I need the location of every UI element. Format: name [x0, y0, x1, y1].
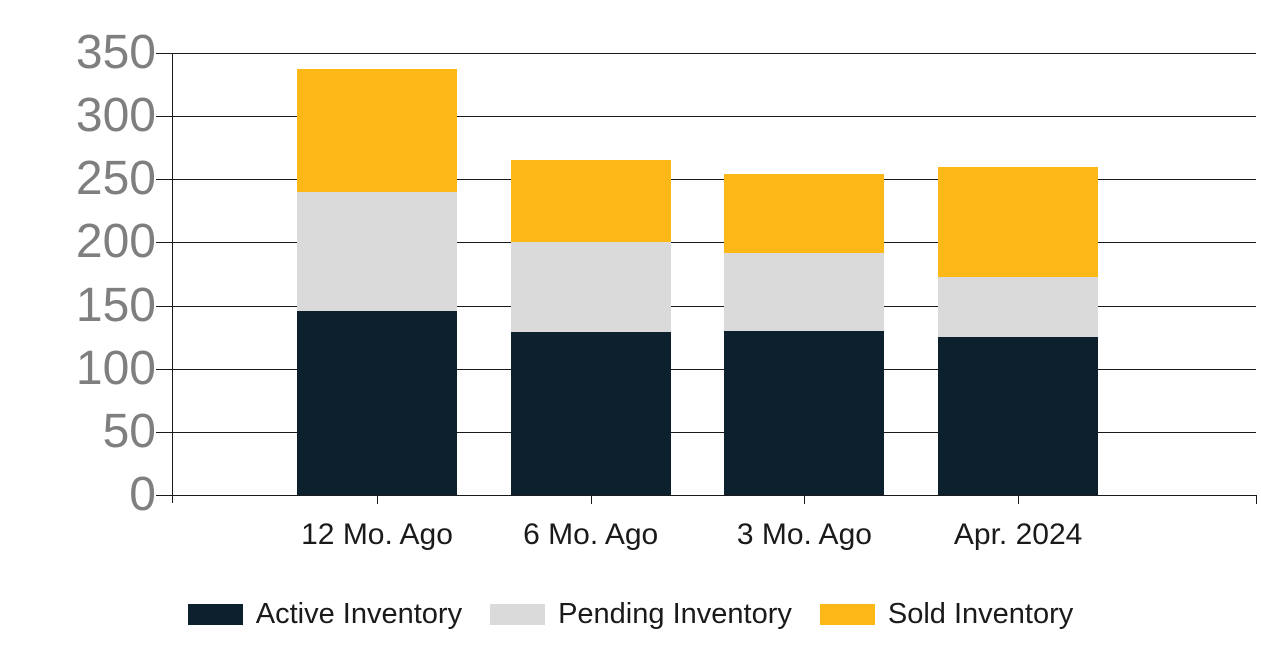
y-axis-tick-label: 0 — [129, 468, 156, 521]
bar-segment-active-inventory — [510, 332, 671, 495]
y-axis-tick-label: 350 — [75, 26, 156, 79]
gridline-350 — [156, 53, 1256, 54]
legend-label-pending-inventory: Pending Inventory — [558, 598, 792, 630]
legend-swatch-sold-inventory — [819, 604, 875, 625]
legend-item-pending-inventory: Pending Inventory — [490, 598, 792, 631]
x-axis-label: 6 Mo. Ago — [523, 518, 659, 551]
gridline-250 — [156, 179, 1256, 181]
y-axis-tick-label: 250 — [75, 152, 156, 206]
legend-label-active-inventory: Active Inventory — [255, 598, 463, 630]
legend-label-sold-inventory: Sold Inventory — [887, 598, 1074, 630]
gridline-200 — [156, 242, 1256, 244]
gridline-50 — [156, 431, 1256, 433]
bar-segment-active-inventory — [724, 330, 885, 495]
x-axis-label: 3 Mo. Ago — [736, 518, 872, 551]
y-axis-tick-label: 200 — [75, 215, 156, 269]
y-axis: 0 50 100 150 200 250 300 350 — [0, 29, 156, 519]
x-axis-end-tick — [1256, 495, 1257, 504]
y-axis-line — [172, 53, 173, 503]
legend-item-sold-inventory: Sold Inventory — [819, 598, 1074, 631]
y-axis-tick-label: 100 — [75, 341, 156, 395]
plot-area: 12 Mo. Ago 6 Mo. Ago 3 Mo. Ago Apr. 2024 — [156, 53, 1257, 551]
legend-swatch-active-inventory — [187, 604, 243, 625]
bar-segment-pending-inventory — [297, 191, 457, 311]
bar-segment-pending-inventory — [938, 276, 1099, 338]
legend-item-active-inventory: Active Inventory — [187, 598, 463, 631]
chart-legend: Active Inventory Pending Inventory Sold … — [0, 598, 1261, 631]
y-axis-tick-label: 150 — [75, 278, 156, 332]
x-axis-label: 12 Mo. Ago — [301, 518, 453, 551]
legend-swatch-pending-inventory — [490, 604, 546, 625]
x-axis-tick — [1018, 495, 1020, 504]
y-axis-tick-label: 300 — [75, 89, 156, 143]
bar-segment-pending-inventory — [510, 242, 671, 333]
y-axis-tick-label: 50 — [102, 404, 156, 458]
bar-segment-sold-inventory — [724, 174, 885, 253]
gridline-100 — [156, 368, 1256, 370]
bar-segment-pending-inventory — [724, 252, 885, 331]
bar-segment-active-inventory — [297, 310, 457, 495]
bar-segment-active-inventory — [938, 337, 1099, 495]
x-axis-tick — [377, 495, 378, 504]
bar-segment-sold-inventory — [297, 69, 457, 192]
bar-segment-sold-inventory — [938, 166, 1099, 277]
bar-segment-sold-inventory — [510, 160, 671, 243]
gridline-150 — [156, 305, 1256, 307]
gridline-0 — [156, 495, 1256, 496]
gridline-300 — [156, 116, 1256, 118]
x-axis-tick — [804, 495, 806, 504]
x-axis-tick — [590, 495, 592, 504]
x-axis-label: Apr. 2024 — [953, 518, 1083, 551]
